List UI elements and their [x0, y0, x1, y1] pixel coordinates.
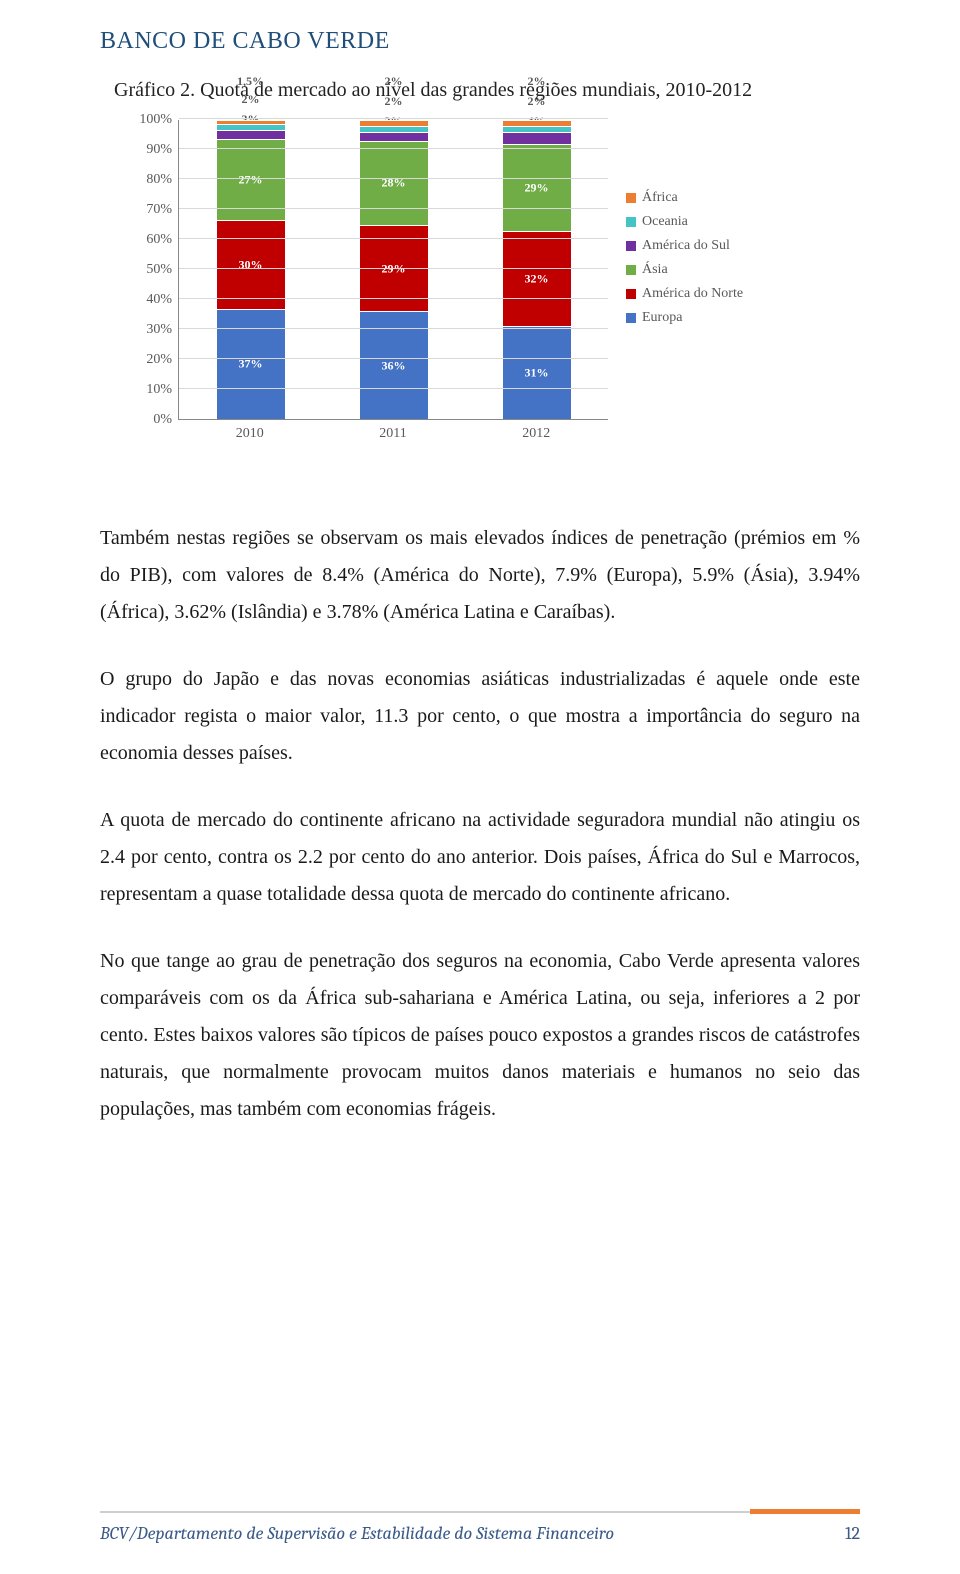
legend-item: América do Norte: [626, 286, 743, 302]
bar-segment: 2%: [360, 126, 428, 132]
gridline: [179, 148, 608, 149]
bar-segment: 2%: [360, 120, 428, 126]
bar-segment: 1,5%: [217, 120, 285, 124]
y-tick-label: 90%: [146, 142, 172, 158]
bar-segment-label: 2%: [503, 74, 571, 89]
bar-segment-label: 30%: [217, 257, 285, 272]
page-header-title: BANCO DE CABO VERDE: [100, 28, 860, 55]
legend-item: África: [626, 190, 743, 206]
y-tick-label: 10%: [146, 382, 172, 398]
bar: 31%32%29%4%2%2%: [503, 120, 571, 419]
page-footer: BCV/Departamento de Supervisão e Estabil…: [100, 1509, 860, 1544]
x-tick-label: 2011: [379, 426, 406, 442]
legend-item: Ásia: [626, 262, 743, 278]
paragraph: Também nestas regiões se observam os mai…: [100, 520, 860, 631]
paragraph: A quota de mercado do continente african…: [100, 802, 860, 913]
legend-label: África: [642, 190, 678, 206]
y-tick-label: 30%: [146, 322, 172, 338]
footer-rule-orange: [750, 1509, 860, 1514]
bar-segment: 31%: [503, 326, 571, 419]
bar-segment-label: 2%: [217, 92, 285, 107]
y-tick-label: 0%: [153, 412, 172, 428]
bar-segment-label: 31%: [503, 366, 571, 381]
legend-swatch: [626, 241, 636, 251]
gridline: [179, 358, 608, 359]
footer-rule: [100, 1509, 860, 1515]
chart-y-axis: 0%10%20%30%40%50%60%70%80%90%100%: [124, 120, 178, 420]
bar-segment: 28%: [360, 141, 428, 225]
bar-segment: 3%: [217, 130, 285, 139]
gridline: [179, 298, 608, 299]
gridline: [179, 268, 608, 269]
y-tick-label: 70%: [146, 202, 172, 218]
gridline: [179, 388, 608, 389]
bar-segment: 3%: [360, 132, 428, 141]
bar-segment-label: 29%: [503, 180, 571, 195]
chart-legend: África Oceania América do Sul Ásia América d…: [626, 190, 743, 470]
gridline: [179, 178, 608, 179]
legend-swatch: [626, 289, 636, 299]
chart-plot-area: 37%30%27%3%2%1,5%36%29%28%3%2%2%31%32%29…: [178, 120, 608, 420]
bar-segment: 29%: [503, 144, 571, 231]
bar-segment: 37%: [217, 309, 285, 419]
legend-swatch: [626, 265, 636, 275]
gridline: [179, 118, 608, 119]
bar-segment-label: 32%: [503, 271, 571, 286]
legend-item: Oceania: [626, 214, 743, 230]
paragraph: No que tange ao grau de penetração dos s…: [100, 943, 860, 1128]
x-tick-label: 2010: [236, 426, 264, 442]
y-tick-label: 20%: [146, 352, 172, 368]
x-tick-label: 2012: [522, 426, 550, 442]
footer-rule-grey: [100, 1511, 860, 1513]
bar-segment: 32%: [503, 231, 571, 327]
footer-page-number: 12: [845, 1523, 860, 1544]
bar-segment-label: 2%: [360, 74, 428, 89]
y-tick-label: 40%: [146, 292, 172, 308]
bar-segment: 2%: [503, 120, 571, 126]
legend-label: Ásia: [642, 262, 668, 278]
legend-swatch: [626, 193, 636, 203]
y-tick-label: 60%: [146, 232, 172, 248]
body-text: Também nestas regiões se observam os mai…: [100, 520, 860, 1128]
y-tick-label: 100%: [139, 112, 172, 128]
gridline: [179, 238, 608, 239]
legend-label: Europa: [642, 310, 682, 326]
bar: 36%29%28%3%2%2%: [360, 120, 428, 419]
bar-segment-label: 2%: [360, 94, 428, 109]
bar-segment-label: 27%: [217, 173, 285, 188]
chart-x-labels: 2010 2011 2012: [178, 426, 608, 442]
stacked-bar-chart: 0%10%20%30%40%50%60%70%80%90%100% 37%30%…: [124, 120, 824, 470]
bar-segment: 2%: [503, 126, 571, 132]
y-tick-label: 80%: [146, 172, 172, 188]
legend-label: América do Norte: [642, 286, 743, 302]
bar-segment: 2%: [217, 124, 285, 130]
bar-segment-label: 37%: [217, 357, 285, 372]
bar-segment: 30%: [217, 220, 285, 309]
paragraph: O grupo do Japão e das novas economias a…: [100, 661, 860, 772]
footer-left-text: BCV/Departamento de Supervisão e Estabil…: [100, 1523, 614, 1544]
legend-label: Oceania: [642, 214, 688, 230]
bar-segment-label: 2%: [503, 94, 571, 109]
chart-bars-container: 37%30%27%3%2%1,5%36%29%28%3%2%2%31%32%29…: [179, 120, 608, 419]
bar-segment: 4%: [503, 132, 571, 144]
bar: 37% 30% 27% 3%2%1,5%: [217, 120, 285, 419]
gridline: [179, 328, 608, 329]
legend-label: América do Sul: [642, 238, 730, 254]
legend-swatch: [626, 217, 636, 227]
bar-segment-label: 36%: [360, 358, 428, 373]
legend-swatch: [626, 313, 636, 323]
y-tick-label: 50%: [146, 262, 172, 278]
legend-item: América do Sul: [626, 238, 743, 254]
bar-segment-label: 1,5%: [217, 74, 285, 89]
legend-item: Europa: [626, 310, 743, 326]
gridline: [179, 208, 608, 209]
